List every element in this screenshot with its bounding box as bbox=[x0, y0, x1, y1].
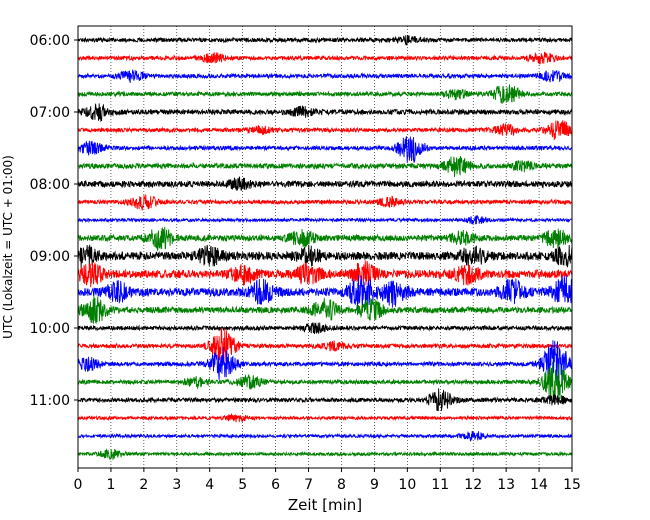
x-tick-label: 7 bbox=[304, 477, 313, 493]
trace-1015 bbox=[77, 327, 573, 362]
x-tick-label: 1 bbox=[106, 477, 115, 493]
x-axis-title: Zeit [min] bbox=[288, 496, 362, 514]
x-tick-label: 11 bbox=[431, 477, 449, 493]
x-tick-label: 0 bbox=[74, 477, 83, 493]
trace-0600 bbox=[77, 34, 573, 46]
y-tick-label: 09:00 bbox=[30, 249, 70, 265]
y-tick-label: 10:00 bbox=[30, 321, 70, 337]
trace-0945 bbox=[77, 295, 573, 325]
y-axis-title: UTC (Lokalzeit = UTC + 01:00) bbox=[1, 155, 15, 339]
x-axis: 0 1 2 3 4 5 6 7 8 9 10 11 12 13 14 15 bbox=[74, 468, 581, 493]
x-tick-label: 8 bbox=[337, 477, 346, 493]
y-tick-label: 08:00 bbox=[30, 177, 70, 193]
y-tick-label: 11:00 bbox=[30, 393, 70, 409]
x-tick-label: 15 bbox=[563, 477, 581, 493]
trace-1000 bbox=[77, 322, 573, 335]
x-tick-label: 3 bbox=[172, 477, 181, 493]
trace-0730 bbox=[77, 135, 573, 163]
trace-0715 bbox=[77, 120, 573, 140]
traces bbox=[77, 34, 573, 461]
trace-0630 bbox=[77, 69, 573, 83]
trace-1130 bbox=[77, 430, 573, 442]
trace-1115 bbox=[77, 412, 573, 423]
x-tick-label: 12 bbox=[464, 477, 482, 493]
trace-0930 bbox=[77, 275, 573, 312]
trace-0915 bbox=[77, 260, 573, 288]
x-tick-label: 13 bbox=[497, 477, 515, 493]
trace-0815 bbox=[77, 194, 573, 211]
trace-1030 bbox=[77, 340, 573, 387]
x-tick-label: 9 bbox=[370, 477, 379, 493]
trace-0830 bbox=[77, 214, 573, 225]
trace-0845 bbox=[77, 226, 573, 252]
x-tick-label: 10 bbox=[398, 477, 416, 493]
trace-0800 bbox=[77, 176, 573, 191]
trace-1145 bbox=[77, 448, 573, 461]
y-axis: 06:00 07:00 08:00 09:00 10:00 11:00 bbox=[30, 33, 78, 409]
x-tick-label: 14 bbox=[530, 477, 548, 493]
x-tick-label: 5 bbox=[238, 477, 247, 493]
trace-1100 bbox=[77, 388, 573, 412]
plot-frame bbox=[77, 25, 573, 469]
y-tick-label: 07:00 bbox=[30, 105, 70, 121]
trace-0900 bbox=[77, 244, 573, 269]
x-tick-label: 4 bbox=[205, 477, 214, 493]
x-tick-label: 6 bbox=[271, 477, 280, 493]
trace-0700 bbox=[77, 103, 573, 123]
trace-0645 bbox=[77, 84, 573, 104]
x-tick-label: 2 bbox=[139, 477, 148, 493]
trace-0615 bbox=[77, 51, 573, 65]
trace-1045 bbox=[77, 361, 573, 404]
trace-0745 bbox=[77, 156, 573, 178]
y-tick-label: 06:00 bbox=[30, 33, 70, 49]
